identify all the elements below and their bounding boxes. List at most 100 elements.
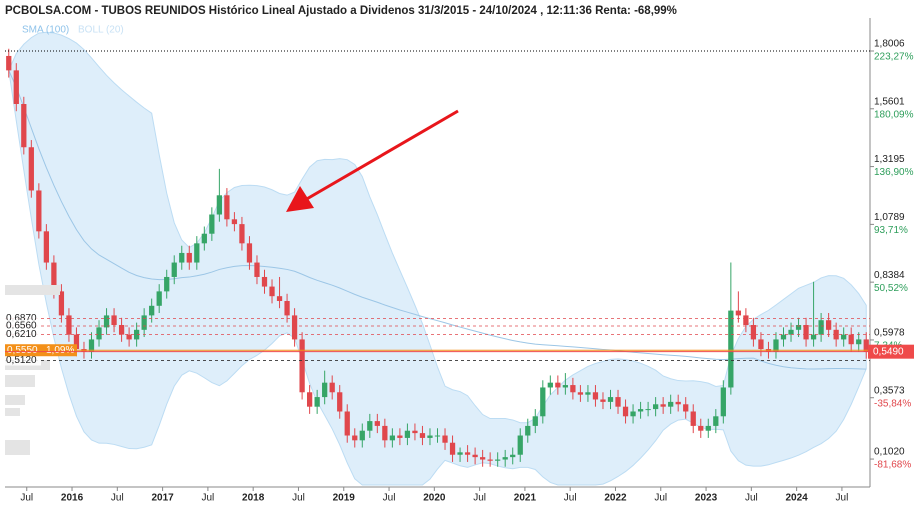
candle-body — [231, 219, 238, 225]
x-tick-label: 2022 — [604, 493, 627, 504]
candle-body — [592, 392, 599, 400]
x-tick-label: 2016 — [61, 493, 84, 504]
candle-body — [412, 430, 418, 434]
candle-body — [28, 147, 34, 191]
candle-body — [690, 411, 696, 426]
candle-body — [389, 435, 396, 441]
candle-body — [201, 233, 207, 244]
candle-body — [156, 291, 162, 306]
y2-tick-label: 223,27% — [874, 52, 914, 63]
candle-body — [88, 339, 95, 352]
candle-body — [164, 276, 170, 292]
candle-body — [149, 305, 155, 316]
candle-body — [359, 430, 365, 441]
candle-body — [291, 315, 298, 340]
profile-bar — [5, 440, 30, 455]
candle-body — [133, 329, 140, 340]
candle-body — [622, 406, 629, 417]
x-tick-label: Jul — [745, 493, 758, 504]
candle-body — [239, 224, 245, 244]
candle-body — [698, 425, 704, 431]
y2-tick-label: 136,90% — [874, 167, 914, 178]
candle-body — [540, 387, 546, 417]
candle-body — [344, 411, 350, 436]
candle-body — [652, 404, 659, 410]
candle-body — [419, 433, 426, 438]
candle-body — [314, 397, 320, 407]
candle-body — [615, 397, 621, 407]
candle-body — [269, 286, 275, 297]
marker-label-bg — [5, 344, 77, 357]
candle-body — [675, 401, 681, 405]
candle-body — [103, 315, 110, 328]
candle-body — [562, 385, 569, 388]
candle-body — [284, 300, 290, 316]
candle-body — [547, 382, 553, 388]
candle-body — [833, 329, 839, 340]
legend-entry: BOLL (20) — [78, 25, 124, 36]
candle-body — [600, 399, 606, 402]
candle-body — [487, 459, 493, 461]
candle-body — [555, 382, 561, 388]
candle-body — [352, 435, 358, 441]
arrow-shaft — [304, 109, 459, 202]
y-tick-label: 0,5978 — [874, 328, 905, 339]
candle-body — [449, 442, 456, 455]
candle-body — [13, 70, 19, 105]
candle-body — [96, 327, 102, 340]
candle-body — [261, 276, 268, 287]
sma-line — [8, 70, 867, 370]
candle-body — [404, 430, 411, 438]
x-tick-label: 2017 — [151, 493, 174, 504]
candle-body — [758, 339, 764, 350]
y-tick-label: 1,8006 — [874, 39, 905, 50]
candle-body — [367, 421, 373, 431]
candle-body — [728, 310, 734, 388]
candle-body — [780, 334, 787, 340]
x-tick-label: 2023 — [695, 493, 718, 504]
candle-body — [171, 262, 177, 277]
candle-body — [111, 315, 117, 326]
y2-tick-label: 50,52% — [874, 283, 908, 294]
candle-body — [442, 435, 448, 443]
candle-body — [856, 339, 862, 345]
candle-body — [51, 262, 57, 292]
profile-bar — [5, 375, 35, 387]
candle-body — [743, 315, 749, 326]
candle-body — [434, 435, 441, 437]
x-tick-label: 2020 — [423, 493, 446, 504]
candle-body — [788, 329, 794, 335]
x-tick-label: Jul — [473, 493, 486, 504]
candle-body — [43, 231, 50, 263]
x-tick-label: Jul — [292, 493, 305, 504]
candle-body — [126, 334, 132, 340]
candle-body — [713, 416, 719, 426]
profile-bar — [5, 395, 25, 405]
candle-body — [683, 404, 689, 412]
plot-area — [6, 31, 869, 486]
x-tick-label: Jul — [111, 493, 124, 504]
candle-body — [246, 243, 253, 263]
candle-body — [397, 435, 403, 438]
candle-body — [21, 104, 27, 148]
candle-body — [795, 325, 802, 330]
x-tick-label: 2018 — [242, 493, 265, 504]
chart-title: PCBOLSA.COM - TUBOS REUNIDOS Histórico L… — [5, 5, 677, 17]
candle-body — [141, 315, 147, 330]
candle-body — [585, 392, 591, 395]
y-tick-label: 0,8384 — [874, 270, 905, 281]
last-price-bg — [868, 344, 914, 359]
candle-body — [186, 252, 192, 263]
candle-body — [337, 392, 343, 412]
marker-label: 0,5550 — [7, 345, 38, 356]
candle-body — [66, 315, 72, 335]
candle-body — [216, 195, 223, 215]
x-tick-label: Jul — [654, 493, 667, 504]
x-tick-label: 2024 — [786, 493, 809, 504]
candle-body — [329, 382, 335, 393]
candle-body — [668, 401, 674, 407]
candle-body — [630, 411, 636, 417]
candle-body — [841, 334, 847, 340]
